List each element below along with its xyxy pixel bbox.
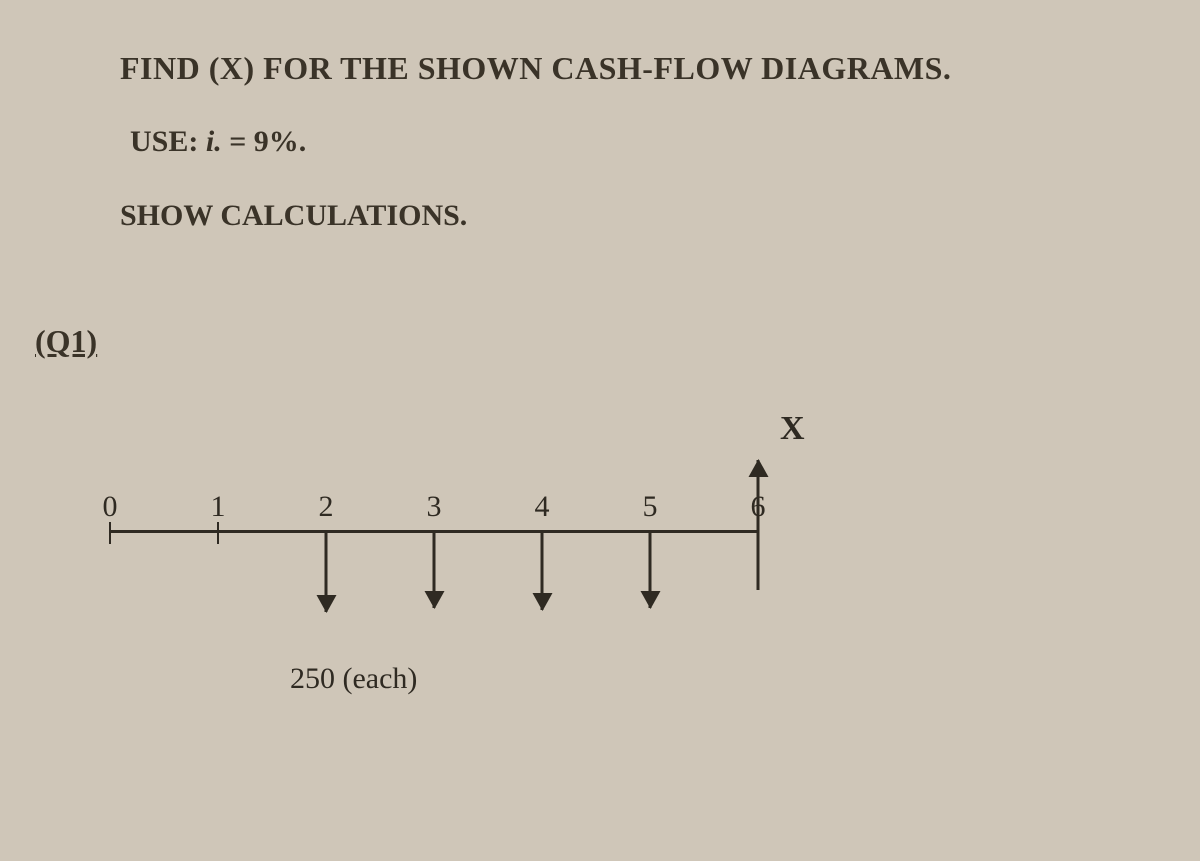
question-label: (Q1) <box>35 323 1170 360</box>
period-label: 3 <box>427 490 442 524</box>
down-arrow <box>433 530 436 608</box>
up-arrow <box>757 460 760 590</box>
down-arrow <box>649 530 652 608</box>
small-tick <box>217 522 219 544</box>
show-calculations: SHOW CALCULATIONS. <box>120 199 1170 233</box>
period-label: 0 <box>103 490 118 524</box>
use-rest: = 9%. <box>222 125 307 158</box>
x-label: X <box>780 410 805 448</box>
use-prefix: USE: <box>130 125 206 158</box>
use-line: USE: i. = 9%. <box>130 125 1170 159</box>
period-label: 5 <box>643 490 658 524</box>
small-tick <box>109 522 111 544</box>
cashflow-diagram: 0123456X250 (each) <box>100 470 820 730</box>
each-label: 250 (each) <box>290 662 417 696</box>
down-arrow <box>541 530 544 610</box>
title-text: FIND (X) FOR THE SHOWN CASH-FLOW DIAGRAM… <box>120 50 1170 87</box>
period-label: 2 <box>319 490 334 524</box>
period-label: 4 <box>535 490 550 524</box>
use-var: i. <box>206 125 222 158</box>
down-arrow <box>325 530 328 612</box>
period-label: 1 <box>211 490 226 524</box>
